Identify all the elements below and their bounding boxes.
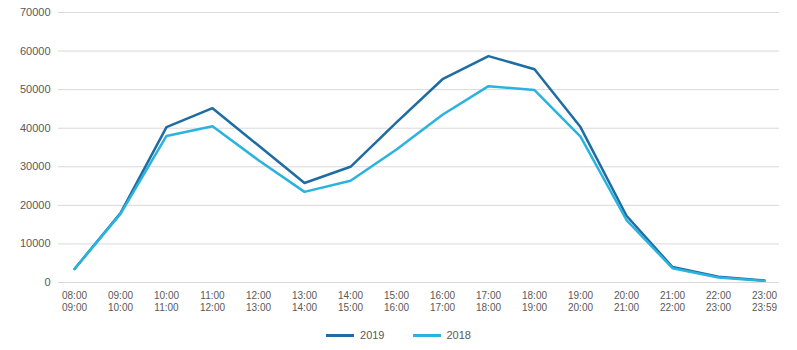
svg-text:21:0022:00: 21:0022:00 [660,290,685,313]
svg-text:19:0020:00: 19:0020:00 [568,290,593,313]
svg-text:60000: 60000 [20,45,51,57]
svg-text:12:0013:00: 12:0013:00 [246,290,271,313]
svg-text:13:0014:00: 13:0014:00 [292,290,317,313]
svg-text:23:0023:59: 23:0023:59 [752,290,777,313]
svg-text:16:0017:00: 16:0017:00 [430,290,455,313]
svg-text:70000: 70000 [20,6,51,18]
svg-text:09:0010:00: 09:0010:00 [108,290,133,313]
html-text:2019: 2019 [360,329,385,341]
svg-text:10000: 10000 [20,237,51,249]
svg-text:30000: 30000 [20,160,51,172]
html-text:2018: 2018 [446,329,471,341]
svg-text:15:0016:00: 15:0016:00 [384,290,409,313]
svg-text:20000: 20000 [20,199,51,211]
svg-text:08:0009:00: 08:0009:00 [62,290,87,313]
svg-text:11:0012:00: 11:0012:00 [200,290,225,313]
svg-text:17:0018:00: 17:0018:00 [476,290,501,313]
svg-text:0: 0 [44,276,50,288]
svg-text:18:0019:00: 18:0019:00 [522,290,547,313]
svg-text:40000: 40000 [20,122,51,134]
svg-text:10:0011:00: 10:0011:00 [154,290,179,313]
svg-text:50000: 50000 [20,83,51,95]
svg-text:22:0023:00: 22:0023:00 [706,290,731,313]
svg-text:14:0015:00: 14:0015:00 [338,290,363,313]
svg-text:20:0021:00: 20:0021:00 [614,290,639,313]
